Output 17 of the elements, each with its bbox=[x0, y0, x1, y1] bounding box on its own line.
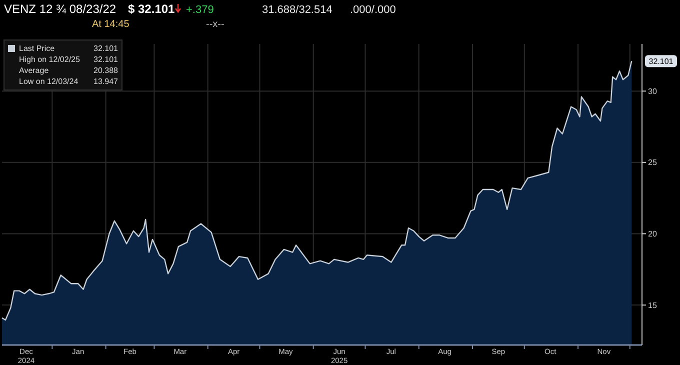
annotation: 32.101 bbox=[94, 44, 119, 53]
y-tick-label: 20 bbox=[648, 230, 658, 239]
text: .000/.000 bbox=[350, 4, 396, 16]
text: Low on 12/03/24 13.947 bbox=[19, 77, 118, 86]
text: +.379 bbox=[186, 4, 214, 16]
text: At 14:45 bbox=[92, 19, 130, 30]
text: Average 20.388 bbox=[19, 66, 118, 75]
text: 31.688/32.514 bbox=[262, 4, 332, 16]
text: $ 32.101 bbox=[128, 2, 176, 16]
y-tick-label: 25 bbox=[648, 158, 658, 168]
text: High on 12/02/25 32.101 bbox=[19, 55, 118, 64]
y-tick-label: 30 bbox=[648, 86, 658, 96]
text: --x-- bbox=[206, 19, 224, 30]
y-tick-label: 15 bbox=[648, 300, 658, 310]
annotation: 32.101 bbox=[648, 56, 674, 66]
legend-label: Last Price bbox=[19, 44, 56, 53]
chart-title: VENZ 12 ¾ 08/23/22 bbox=[4, 2, 116, 16]
